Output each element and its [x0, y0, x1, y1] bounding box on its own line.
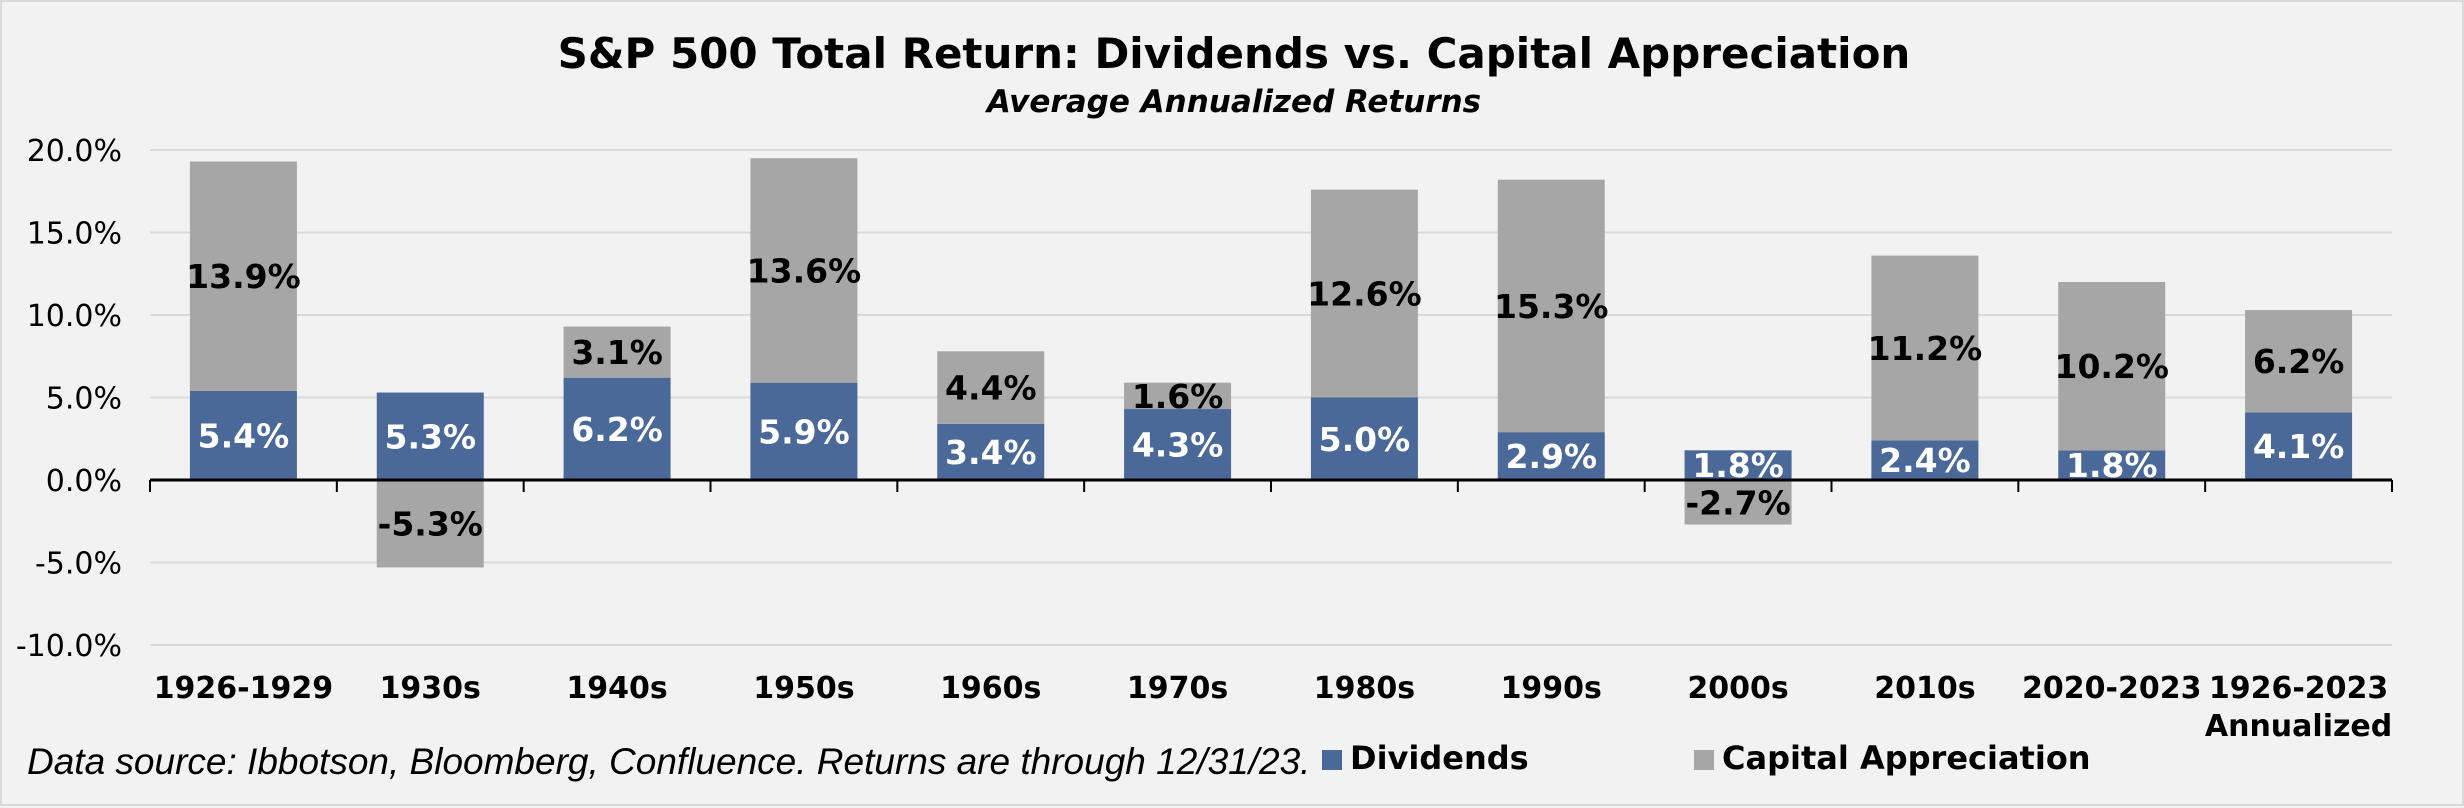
data-source-note: Data source: Ibbotson, Bloomberg, Conflu… — [27, 741, 1310, 782]
data-label-dividends: 2.4% — [1879, 441, 1971, 480]
gridlines — [150, 149, 2392, 646]
bar-dividends — [1497, 432, 1605, 480]
y-tick-label: -5.0% — [35, 547, 122, 582]
y-tick-label: 10.0% — [27, 299, 122, 334]
y-tick-label: -10.0% — [16, 629, 122, 664]
bar-dividends — [1684, 450, 1792, 480]
bar-dividends — [1871, 440, 1979, 480]
x-tick-label: 1970s — [1127, 671, 1228, 706]
legend: Dividends Capital Appreciation — [1322, 739, 2091, 777]
x-axis — [149, 478, 2393, 492]
bar-dividends — [563, 377, 671, 480]
data-label-capital-appreciation: 11.2% — [1868, 329, 1983, 368]
data-label-dividends: 3.4% — [945, 433, 1037, 472]
data-label-dividends: 5.9% — [758, 412, 850, 451]
bar-dividends — [2058, 450, 2166, 480]
legend-swatch — [1322, 750, 1342, 770]
bar-dividends — [1124, 409, 1232, 480]
x-tick-label: 2000s — [1687, 671, 1788, 706]
data-label-capital-appreciation: -2.7% — [1685, 483, 1790, 522]
bar-capital-appreciation — [937, 351, 1045, 424]
data-label-dividends: 4.1% — [2253, 427, 2345, 466]
y-axis-ticks: 20.0% 15.0% 10.0% 5.0% 0.0% -5.0% -10.0% — [16, 134, 122, 664]
bar-dividends — [750, 382, 858, 480]
data-label-capital-appreciation: 6.2% — [2253, 342, 2345, 381]
x-tick-label: 1930s — [380, 671, 481, 706]
bar-dividends — [937, 423, 1045, 480]
x-tick-label: 1926-1929 — [154, 671, 333, 706]
bar-capital-appreciation — [1310, 189, 1418, 398]
data-label-dividends: 1.8% — [1692, 446, 1784, 485]
bar-capital-appreciation — [189, 161, 297, 391]
chart-title: S&P 500 Total Return: Dividends vs. Capi… — [558, 29, 1911, 78]
x-tick-label: 1980s — [1314, 671, 1415, 706]
data-label-dividends: 5.4% — [198, 416, 290, 455]
data-labels: 5.4% 13.9% 5.3% -5.3% 6.2% 3.1% 5.9% 13.6% 3.4% 4… — [186, 251, 2344, 543]
data-label-dividends: 4.3% — [1132, 426, 1224, 465]
legend-label: Capital Appreciation — [1722, 739, 2091, 777]
data-label-capital-appreciation: 4.4% — [945, 369, 1037, 408]
x-tick-label: 1960s — [940, 671, 1041, 706]
bar-dividends — [376, 392, 484, 480]
data-label-capital-appreciation: 13.9% — [186, 257, 301, 296]
bars — [189, 158, 2353, 568]
bar-capital-appreciation — [563, 326, 671, 378]
y-tick-label: 20.0% — [27, 134, 122, 169]
data-label-dividends: 1.8% — [2066, 446, 2158, 485]
y-tick-label: 5.0% — [46, 382, 122, 417]
x-tick-label: Annualized — [2205, 709, 2392, 744]
data-label-dividends: 2.9% — [1505, 437, 1597, 476]
data-label-dividends: 5.3% — [384, 417, 476, 456]
data-label-capital-appreciation: 15.3% — [1494, 287, 1609, 326]
bar-dividends — [1310, 397, 1418, 480]
bar-capital-appreciation — [1124, 382, 1232, 410]
data-label-capital-appreciation: 13.6% — [747, 251, 862, 290]
bar-capital-appreciation — [1871, 255, 1979, 441]
data-label-dividends: 6.2% — [571, 410, 663, 449]
bar-capital-appreciation — [2058, 282, 2166, 451]
data-label-capital-appreciation: 12.6% — [1307, 275, 1422, 314]
data-label-capital-appreciation: 10.2% — [2055, 347, 2170, 386]
bar-dividends — [189, 390, 297, 480]
x-axis-ticks: 1926-1929 1930s 1940s 1950s 1960s 1970s 1980s 1… — [154, 671, 2393, 744]
data-label-dividends: 5.0% — [1319, 420, 1411, 459]
legend-label: Dividends — [1350, 739, 1529, 777]
data-label-capital-appreciation: -5.3% — [378, 505, 483, 544]
x-tick-label: 2010s — [1874, 671, 1975, 706]
data-label-capital-appreciation: 1.6% — [1132, 377, 1224, 416]
bar-dividends — [2245, 412, 2353, 480]
x-tick-label: 1950s — [753, 671, 854, 706]
legend-swatch — [1694, 750, 1714, 770]
bar-capital-appreciation — [1684, 480, 1792, 525]
data-label-capital-appreciation: 3.1% — [571, 333, 663, 372]
x-tick-label: 2020-2023 — [2022, 671, 2201, 706]
x-tick-label: 1926-2023 — [2209, 671, 2388, 706]
bar-capital-appreciation — [2245, 310, 2353, 413]
x-tick-label: 1940s — [566, 671, 667, 706]
chart-subtitle: Average Annualized Returns — [984, 84, 1481, 120]
bar-capital-appreciation — [750, 158, 858, 383]
bar-capital-appreciation — [1497, 179, 1605, 433]
x-tick-label: 1990s — [1501, 671, 1602, 706]
y-tick-label: 15.0% — [27, 217, 122, 252]
y-tick-label: 0.0% — [46, 464, 122, 499]
bar-capital-appreciation — [376, 480, 484, 568]
